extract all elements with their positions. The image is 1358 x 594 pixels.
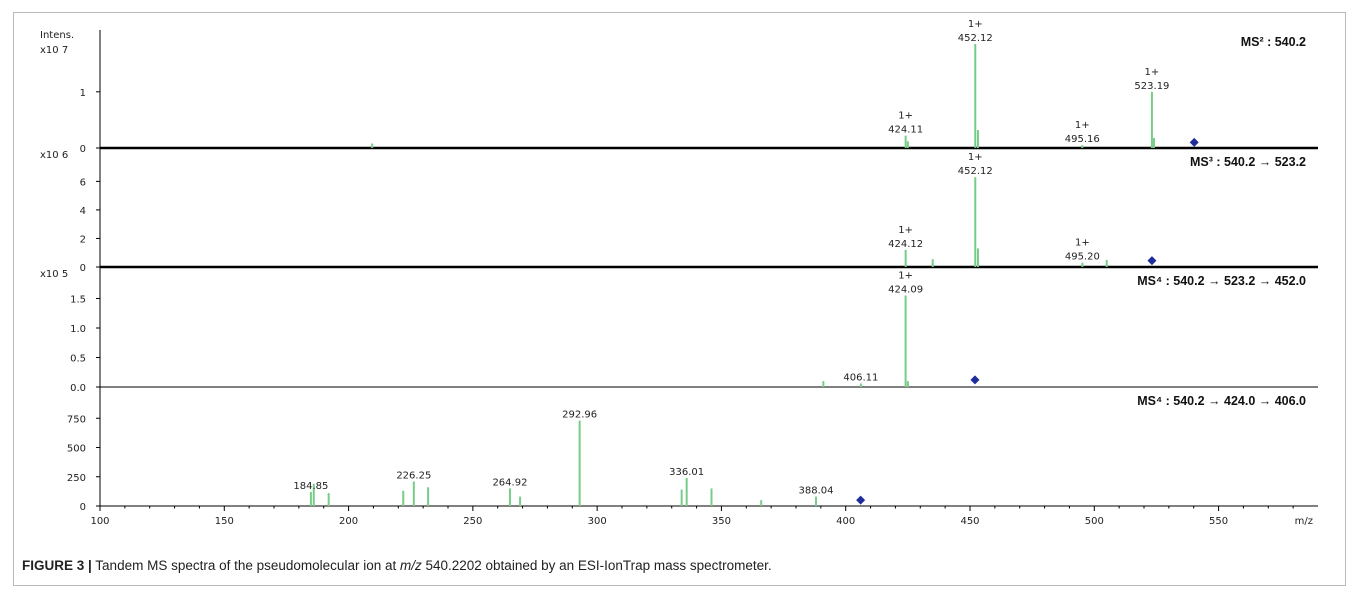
y-tick-label: 0 <box>80 502 86 513</box>
y-tick-label: 0 <box>80 144 86 155</box>
peak-charge-label: 1+ <box>898 111 913 122</box>
y-tick-label: 750 <box>67 414 86 425</box>
figure-caption: FIGURE 3 | Tandem MS spectra of the pseu… <box>22 558 772 573</box>
y-axis-label: Intens. <box>40 30 74 41</box>
y-tick-label: 1 <box>80 88 86 99</box>
y-scale-label: x10 5 <box>40 269 68 280</box>
figure-frame <box>13 12 1346 586</box>
x-axis-label: m/z <box>1295 516 1313 527</box>
peak-charge-label: 1+ <box>968 19 983 30</box>
peak-mz-label: 424.09 <box>888 285 923 296</box>
x-tick-label: 250 <box>463 516 482 527</box>
peak-mz-label: 184.85 <box>293 481 328 492</box>
x-tick-label: 350 <box>712 516 731 527</box>
panel-title: MS⁴ : 540.2 → 424.0 → 406.0 <box>1137 394 1306 408</box>
y-tick-label: 250 <box>67 473 86 484</box>
x-tick-label: 150 <box>215 516 234 527</box>
y-tick-label: 0 <box>80 263 86 274</box>
peak-mz-label: 406.11 <box>843 372 878 383</box>
peak-mz-label: 424.12 <box>888 239 923 250</box>
panel-title: MS² : 540.2 <box>1241 35 1306 49</box>
peak-charge-label: 1+ <box>898 271 913 282</box>
peak-mz-label: 523.19 <box>1134 81 1169 92</box>
caption-mz-italic: m/z <box>399 558 422 573</box>
y-scale-label: x10 7 <box>40 45 68 56</box>
caption-text-before: Tandem MS spectra of the pseudomolecular… <box>91 558 400 573</box>
peak-mz-label: 424.11 <box>888 125 923 136</box>
y-tick-label: 2 <box>80 234 86 245</box>
precursor-marker <box>856 495 866 505</box>
x-tick-label: 300 <box>588 516 607 527</box>
peak-mz-label: 495.16 <box>1065 134 1100 145</box>
y-tick-label: 1.0 <box>70 324 86 335</box>
x-tick-label: 500 <box>1085 516 1104 527</box>
y-tick-label: 1.5 <box>70 295 86 306</box>
x-tick-label: 550 <box>1209 516 1228 527</box>
peak-mz-label: 388.04 <box>798 486 833 497</box>
peak-mz-label: 264.92 <box>492 477 527 488</box>
caption-text-after: 540.2202 obtained by an ESI-IonTrap mass… <box>421 558 772 573</box>
y-scale-label: x10 6 <box>40 150 68 161</box>
peak-mz-label: 452.12 <box>958 33 993 44</box>
peak-charge-label: 1+ <box>968 152 983 163</box>
peak-charge-label: 1+ <box>898 225 913 236</box>
x-tick-label: 400 <box>836 516 855 527</box>
peak-mz-label: 336.01 <box>669 467 704 478</box>
panel-title: MS³ : 540.2 → 523.2 <box>1190 155 1306 169</box>
y-tick-label: 0.0 <box>70 383 86 394</box>
peak-charge-label: 1+ <box>1075 238 1090 249</box>
peak-mz-label: 226.25 <box>396 470 431 481</box>
precursor-marker <box>1147 256 1157 266</box>
peak-charge-label: 1+ <box>1075 120 1090 131</box>
peak-charge-label: 1+ <box>1145 67 1160 78</box>
x-tick-label: 450 <box>960 516 979 527</box>
y-tick-label: 4 <box>80 206 86 217</box>
figure-id: FIGURE 3 | <box>22 558 92 573</box>
x-tick-label: 100 <box>90 516 109 527</box>
y-tick-label: 500 <box>67 444 86 455</box>
peak-mz-label: 292.96 <box>562 410 597 421</box>
peak-mz-label: 495.20 <box>1065 252 1100 263</box>
peak-mz-label: 452.12 <box>958 166 993 177</box>
x-tick-label: 200 <box>339 516 358 527</box>
y-tick-label: 0.5 <box>70 354 86 365</box>
precursor-marker <box>970 375 980 385</box>
y-tick-label: 6 <box>80 177 86 188</box>
panel-title: MS⁴ : 540.2 → 523.2 → 452.0 <box>1137 274 1306 288</box>
precursor-marker <box>1189 137 1199 147</box>
